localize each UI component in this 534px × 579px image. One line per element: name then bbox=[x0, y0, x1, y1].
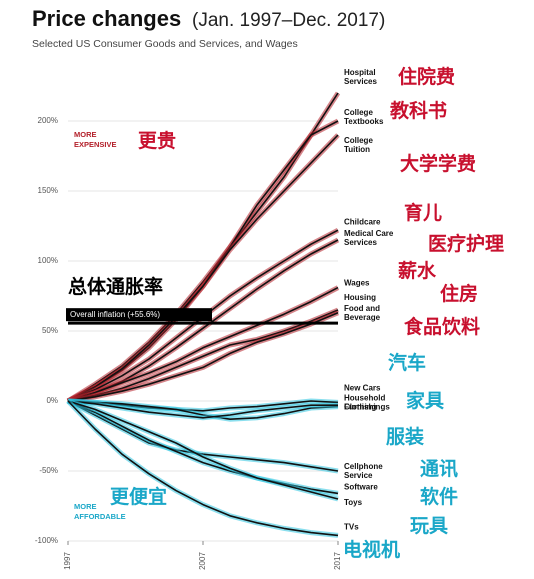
series-label: College Textbooks bbox=[344, 108, 384, 126]
region-label-line: EXPENSIVE bbox=[74, 140, 117, 149]
cn-annotation: 服装 bbox=[386, 425, 424, 448]
series-label: Cellphone Service bbox=[344, 462, 383, 480]
series-label: Medical Care Services bbox=[344, 229, 394, 247]
series-label-line: Beverage bbox=[344, 313, 381, 322]
cn-annotation: 薪水 bbox=[398, 259, 437, 282]
cn-annotation: 住房 bbox=[440, 282, 478, 305]
cn-annotation: 电视机 bbox=[343, 538, 400, 561]
inflation-annotation: 总体通胀率 bbox=[68, 275, 163, 298]
series-label-line: Tuition bbox=[344, 145, 370, 154]
inflation-box bbox=[66, 308, 212, 322]
series-label: College Tuition bbox=[344, 136, 373, 154]
cn-annotation: 医疗护理 bbox=[428, 232, 504, 255]
inflation-label: Overall inflation (+55.6%) bbox=[70, 310, 160, 319]
region-label-line: AFFORDABLE bbox=[74, 512, 126, 521]
series-label: TVs bbox=[344, 523, 359, 532]
region-label: MORE EXPENSIVE bbox=[74, 130, 117, 149]
cn-annotation: 汽车 bbox=[388, 351, 426, 374]
line bbox=[67, 400, 338, 419]
line bbox=[67, 312, 339, 402]
y-tick-label: 0% bbox=[46, 396, 58, 405]
region-label-line: MORE bbox=[74, 130, 97, 139]
line bbox=[67, 400, 339, 420]
line bbox=[67, 134, 339, 402]
series-label-line: Services bbox=[344, 77, 377, 86]
series-label-line: Household bbox=[344, 394, 385, 403]
x-tick-label: 2017 bbox=[333, 552, 342, 570]
cn-annotation: 更贵 bbox=[138, 130, 176, 152]
series-label-line: Food and bbox=[344, 304, 380, 313]
y-tick-label: -50% bbox=[39, 466, 58, 475]
series-label: New Cars bbox=[344, 384, 381, 393]
series-label-line: Furnishings bbox=[344, 403, 390, 412]
chart-title: Price changes bbox=[32, 6, 181, 31]
series-label: Hospital Services bbox=[344, 68, 377, 86]
line bbox=[67, 400, 339, 537]
line bbox=[67, 400, 339, 500]
line-glow bbox=[66, 133, 340, 404]
series-label-line: Cellphone bbox=[344, 462, 383, 471]
series-label: Software bbox=[344, 483, 378, 492]
series-label-line: Textbooks bbox=[344, 117, 384, 126]
y-tick-label: -100% bbox=[35, 536, 58, 545]
cn-annotation: 住院费 bbox=[398, 65, 455, 88]
series-label-line: Hospital bbox=[344, 68, 376, 77]
series-label: Toys bbox=[344, 498, 363, 507]
series-label-line: Services bbox=[344, 238, 377, 247]
y-tick-label: 100% bbox=[38, 256, 58, 265]
x-tick-label: 2007 bbox=[198, 552, 207, 570]
cn-annotation: 大学学费 bbox=[400, 152, 476, 175]
region-label-line: MORE bbox=[74, 502, 97, 511]
chart-title-range: (Jan. 1997–Dec. 2017) bbox=[192, 10, 385, 31]
chart-subtitle: Selected US Consumer Goods and Services,… bbox=[32, 38, 298, 50]
series-label-line: College bbox=[344, 108, 373, 117]
cn-annotation: 通讯 bbox=[420, 458, 458, 480]
series-label: Food and Beverage bbox=[344, 304, 381, 322]
cn-annotation: 玩具 bbox=[410, 515, 448, 537]
series-label: Housing bbox=[344, 293, 376, 302]
x-tick-label: 1997 bbox=[63, 552, 72, 570]
series-label: Household Furnishings bbox=[344, 394, 390, 412]
y-tick-label: 50% bbox=[42, 326, 58, 335]
series-label: Clothing bbox=[344, 402, 377, 411]
series-label: Wages bbox=[344, 279, 370, 288]
series-label-line: Medical Care bbox=[344, 229, 394, 238]
cn-annotation: 软件 bbox=[420, 485, 458, 508]
cn-annotation: 育儿 bbox=[404, 201, 442, 224]
series-label: Childcare bbox=[344, 217, 381, 226]
cn-annotation: 家具 bbox=[406, 389, 444, 412]
line bbox=[67, 286, 339, 402]
y-tick-label: 150% bbox=[38, 186, 58, 195]
region-label: MORE AFFORDABLE bbox=[74, 502, 126, 521]
series-label-line: College bbox=[344, 136, 373, 145]
cn-annotation: 食品饮料 bbox=[404, 315, 480, 338]
series-label-line: Service bbox=[344, 471, 373, 480]
cn-annotation: 更便宜 bbox=[110, 485, 167, 508]
cn-annotation: 教科书 bbox=[390, 99, 447, 122]
y-tick-label: 200% bbox=[38, 116, 58, 125]
